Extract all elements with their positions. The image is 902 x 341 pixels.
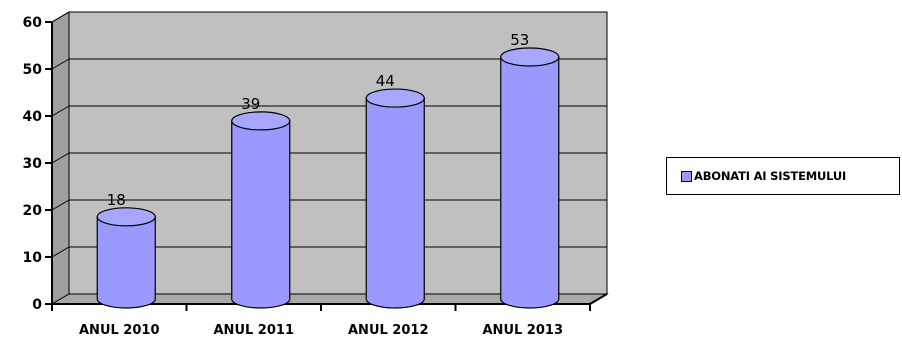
x-axis-depth [589, 293, 608, 305]
data-label: 44 [376, 72, 395, 90]
data-label: 53 [510, 31, 529, 49]
y-tick-label: 30 [23, 156, 43, 172]
chart: 0 10 20 30 40 50 60 18 ANUL 2010 39 ANUL 2011 44 AN… [23, 11, 609, 338]
x-category-label: ANUL 2011 [214, 323, 295, 338]
legend: ABONATI AI SISTEMULUI [666, 157, 900, 195]
bar-top [231, 111, 291, 131]
gridline-side [51, 58, 70, 70]
data-label: 39 [241, 95, 260, 113]
y-tick-label: 60 [23, 15, 43, 31]
legend-swatch [681, 170, 692, 182]
x-category-label: ANUL 2013 [483, 323, 564, 338]
y-tick-label: 20 [23, 203, 43, 219]
gridline-side [51, 152, 70, 164]
y-tick-label: 10 [23, 250, 43, 266]
y-tick-label: 40 [23, 109, 43, 125]
bars [96, 47, 560, 309]
bar [231, 120, 291, 309]
bar [500, 56, 560, 309]
bar-top [96, 207, 156, 227]
bar-top [365, 88, 425, 108]
legend-label: ABONATI AI SISTEMULUI [694, 169, 847, 183]
bar-top [500, 47, 560, 67]
x-category-label: ANUL 2012 [348, 323, 429, 338]
gridline-side [51, 199, 70, 211]
gridline-side [51, 11, 70, 23]
bar [96, 216, 156, 309]
x-category-label: ANUL 2010 [79, 323, 160, 338]
gridline-side [51, 246, 70, 258]
labels: 18 ANUL 2010 39 ANUL 2011 44 ANUL 2012 53 ANUL … [79, 31, 563, 338]
y-tick-label: 50 [23, 62, 43, 78]
gridline-side [51, 105, 70, 117]
data-label: 18 [107, 191, 126, 209]
bar [365, 97, 425, 309]
y-tick-label: 0 [32, 297, 42, 313]
